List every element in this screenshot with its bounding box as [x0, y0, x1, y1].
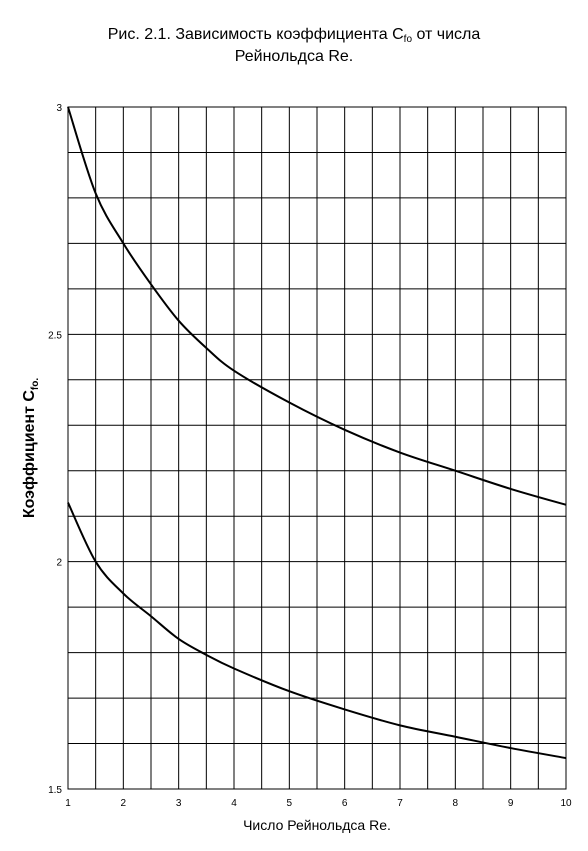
- x-tick-labels: 1 2 3 4 5 6 7 8 9 10: [65, 798, 572, 809]
- x-tick-label: 5: [287, 798, 293, 809]
- x-tick-label: 1: [65, 798, 71, 809]
- grid: [67, 106, 567, 790]
- y-tick-label: 2.5: [48, 330, 62, 341]
- y-tick-labels: 1.5 2 2.5 3: [48, 103, 62, 796]
- chart-title-subscript: fo: [403, 34, 413, 45]
- chart-title-line2: Рейнольдса Re.: [234, 48, 354, 65]
- series-group: [67, 106, 567, 760]
- x-tick-label: 8: [453, 798, 459, 809]
- x-tick-label: 9: [508, 798, 514, 809]
- x-tick-label: 4: [231, 798, 237, 809]
- chart-title: Рис. 2.1. Зависимость коэффициента Cfo о…: [0, 24, 588, 68]
- x-tick-label: 7: [397, 798, 403, 809]
- y-axis-label-main: Коэффициент C: [21, 390, 38, 519]
- x-tick-label: 10: [560, 798, 572, 809]
- series-line-1: [67, 106, 567, 506]
- x-tick-label: 2: [121, 798, 127, 809]
- y-tick-label: 2: [56, 558, 62, 569]
- plot-frame: [67, 106, 567, 790]
- chart-title-line1-suffix: от числа: [412, 26, 481, 43]
- x-tick-label: 6: [342, 798, 348, 809]
- chart-title-line1: Рис. 2.1. Зависимость коэффициента Cfo о…: [0, 24, 588, 46]
- x-axis-label: Число Рейнольдса Re.: [243, 817, 391, 833]
- series-line-2: [67, 502, 567, 760]
- y-axis-label: Коэффициент Cfo.: [21, 378, 41, 519]
- chart-title-line1-prefix: Рис. 2.1. Зависимость коэффициента C: [107, 26, 404, 43]
- x-tick-label: 3: [176, 798, 182, 809]
- y-tick-label: 1.5: [48, 785, 62, 796]
- y-tick-label: 3: [56, 103, 62, 114]
- y-axis-label-sub: fo.: [30, 378, 41, 390]
